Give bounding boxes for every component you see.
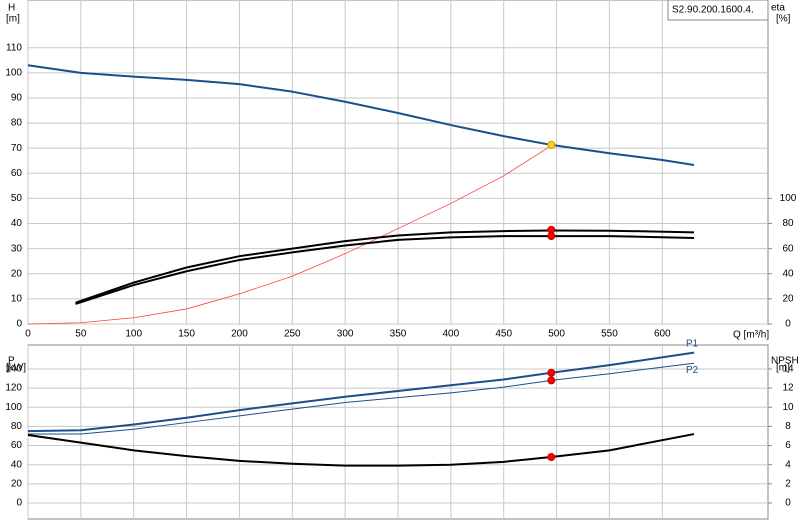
y2-tick-label: 100: [780, 193, 797, 204]
x-tick-label: 600: [654, 329, 671, 340]
y2-tick-label: 6: [785, 440, 791, 451]
y-tick-label: 40: [11, 459, 23, 470]
y2-tick-label: 60: [782, 243, 794, 254]
y-tick-label: 50: [11, 193, 23, 204]
y-tick-label: 20: [11, 478, 23, 489]
y2-tick-label: 40: [782, 268, 794, 279]
y2-tick-label: 14: [782, 364, 794, 375]
y2-tick-label: 2: [785, 478, 791, 489]
x-tick-label: 100: [125, 329, 142, 340]
y2-tick-label: 4: [785, 459, 791, 470]
y-tick-label: 80: [11, 118, 23, 129]
operating-point: [547, 376, 556, 385]
operating-point: [547, 140, 556, 149]
y-tick-label: 60: [11, 440, 23, 451]
y-axis-unit: [m]: [6, 14, 20, 25]
curve: [27, 145, 552, 325]
y-tick-label: 70: [11, 143, 23, 154]
y-tick-label: 90: [11, 93, 23, 104]
y2-tick-label: 80: [782, 218, 794, 229]
x-tick-label: 150: [178, 329, 195, 340]
x-tick-label: 0: [25, 329, 31, 340]
y-tick-label: 0: [16, 319, 22, 330]
operating-point: [547, 368, 556, 377]
y-tick-label: 140: [5, 364, 22, 375]
x-axis-label: Q [m³/h]: [733, 330, 769, 341]
y2-tick-label: 20: [782, 294, 794, 305]
curve: [75, 235, 695, 305]
y-tick-label: 10: [11, 294, 23, 305]
y2-axis-unit: [%]: [776, 14, 791, 25]
y2-tick-label: 0: [785, 498, 791, 509]
operating-point: [547, 453, 556, 462]
y2-tick-label: 10: [782, 402, 794, 413]
y-tick-label: 100: [5, 67, 22, 78]
y2-tick-label: 0: [785, 319, 791, 330]
x-tick-label: 200: [231, 329, 248, 340]
y2-axis-unit: [m]: [776, 363, 790, 374]
y2-axis-label: NPSH: [771, 356, 799, 367]
x-tick-label: 450: [495, 329, 512, 340]
y-axis-label: P: [8, 356, 15, 367]
x-tick-label: 550: [601, 329, 618, 340]
x-tick-label: 250: [284, 329, 301, 340]
x-tick-label: 500: [548, 329, 565, 340]
x-tick-label: 400: [443, 329, 460, 340]
series-label: P1: [686, 338, 699, 349]
curve: [75, 229, 695, 304]
title-box: [667, 0, 769, 21]
series-label: P2: [686, 365, 699, 376]
chart-title: S2.90.200.1600.4.: [672, 5, 754, 16]
y-tick-label: 40: [11, 218, 23, 229]
y-tick-label: 60: [11, 168, 23, 179]
curve: [27, 64, 695, 167]
x-tick-label: 50: [75, 329, 87, 340]
y-tick-label: 30: [11, 243, 23, 254]
y-tick-label: 110: [6, 42, 22, 53]
y-tick-label: 80: [11, 421, 23, 432]
y2-tick-label: 8: [785, 421, 791, 432]
y-tick-label: 0: [16, 498, 22, 509]
y-tick-label: 20: [11, 268, 23, 279]
y-tick-label: 100: [5, 402, 22, 413]
x-tick-label: 300: [337, 329, 354, 340]
y-tick-label: 120: [5, 383, 22, 394]
x-tick-label: 350: [390, 329, 407, 340]
y-axis-label: H: [8, 3, 15, 14]
operating-point: [547, 232, 556, 241]
y-axis-unit: [kW]: [6, 363, 26, 374]
y2-tick-label: 12: [782, 383, 794, 394]
y2-axis-label: eta: [771, 3, 785, 14]
